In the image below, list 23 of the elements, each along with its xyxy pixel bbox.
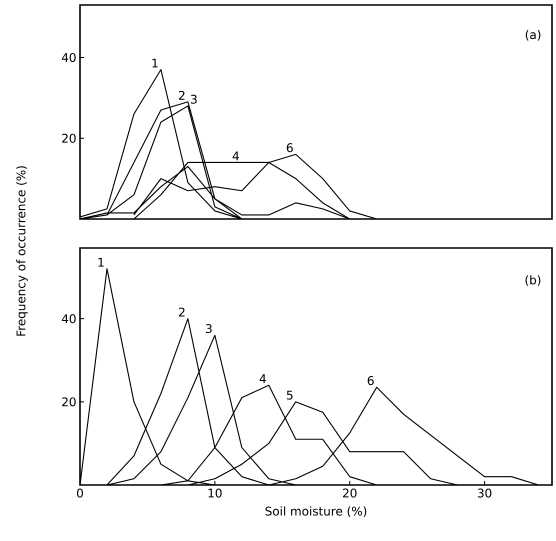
series-label: 6 <box>368 376 374 386</box>
text: (a) <box>526 30 540 41</box>
series-label: 1 <box>152 58 158 68</box>
series-label: 5 <box>286 390 293 400</box>
series-label: 1 <box>98 258 104 267</box>
series-label: 3 <box>206 324 212 334</box>
y-tick-label: 40 <box>62 52 76 62</box>
series-label: 2 <box>178 90 184 100</box>
x-tick-label: 10 <box>208 488 222 498</box>
y-tick-label: 20 <box>62 134 76 143</box>
series-label: 4 <box>260 374 266 384</box>
x-tick-label: 30 <box>478 488 492 498</box>
text: (b) <box>526 275 540 286</box>
x-axis-title: Soil moisture (%) <box>265 506 366 518</box>
x-tick-label: 0 <box>76 488 84 498</box>
x-tick-label: 20 <box>342 488 357 498</box>
y-tick-label: 40 <box>62 314 76 324</box>
series-label: 3 <box>190 94 197 104</box>
series-label: 2 <box>178 308 184 316</box>
y-axis-title: Frequency of occurrence (%) <box>16 166 28 336</box>
y-tick-label: 20 <box>62 397 76 406</box>
series-label: 4 <box>232 152 239 160</box>
series-label: 6 <box>286 143 293 152</box>
